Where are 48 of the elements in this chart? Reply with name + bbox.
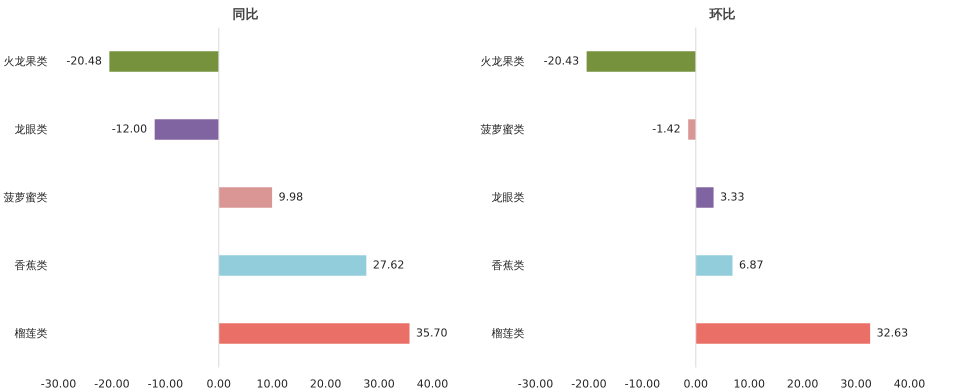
data-label: 35.70 xyxy=(416,326,448,340)
x-tick-label: 20.00 xyxy=(786,378,818,390)
y-tick-label: 香蕉类 xyxy=(492,259,524,272)
chart-title: 同比 xyxy=(232,8,258,22)
x-tick-label: -20.00 xyxy=(94,378,130,390)
y-tick-label: 火龙果类 xyxy=(4,55,48,68)
bar xyxy=(218,323,410,344)
y-tick-label: 龙眼类 xyxy=(492,191,524,204)
data-label: 27.62 xyxy=(372,258,404,272)
bar xyxy=(154,119,219,140)
y-tick-label: 香蕉类 xyxy=(14,259,48,272)
x-tick-label: 10.00 xyxy=(256,378,288,390)
chart-title: 环比 xyxy=(708,8,736,22)
data-label: -1.42 xyxy=(652,122,681,136)
x-tick-label: 30.00 xyxy=(840,378,872,390)
bar xyxy=(586,51,696,72)
y-tick-label: 火龙果类 xyxy=(480,55,524,68)
x-tick-label: -20.00 xyxy=(571,378,607,390)
bar xyxy=(218,255,366,276)
data-label: 9.98 xyxy=(278,190,304,204)
x-tick-label: -10.00 xyxy=(624,378,660,390)
bar xyxy=(109,51,219,72)
x-tick-label: -30.00 xyxy=(40,378,76,390)
x-tick-label: 20.00 xyxy=(310,378,342,390)
y-tick-label: 龙眼类 xyxy=(14,123,48,136)
x-tick-label: 0.00 xyxy=(206,378,232,390)
bar xyxy=(696,255,732,276)
data-label: -20.48 xyxy=(66,54,102,68)
x-tick-label: 0.00 xyxy=(684,378,708,390)
bar xyxy=(218,187,272,208)
data-label: -12.00 xyxy=(112,122,148,136)
bar xyxy=(696,187,714,208)
x-tick-label: 10.00 xyxy=(733,378,765,390)
y-tick-label: 榴莲类 xyxy=(492,327,524,340)
x-tick-label: -10.00 xyxy=(148,378,184,390)
y-tick-label: 菠萝蜜类 xyxy=(480,123,524,136)
x-tick-label: 30.00 xyxy=(363,378,395,390)
y-tick-label: 菠萝蜜类 xyxy=(4,191,48,204)
data-label: 32.63 xyxy=(876,326,908,340)
bar xyxy=(696,323,870,344)
x-tick-label: 40.00 xyxy=(416,378,448,390)
data-label: 3.33 xyxy=(720,190,745,204)
y-tick-label: 榴莲类 xyxy=(14,327,48,340)
data-label: 6.87 xyxy=(738,258,764,272)
bar xyxy=(688,119,696,140)
x-tick-label: 40.00 xyxy=(894,378,926,390)
x-tick-label: -30.00 xyxy=(518,378,554,390)
data-label: -20.43 xyxy=(544,54,580,68)
